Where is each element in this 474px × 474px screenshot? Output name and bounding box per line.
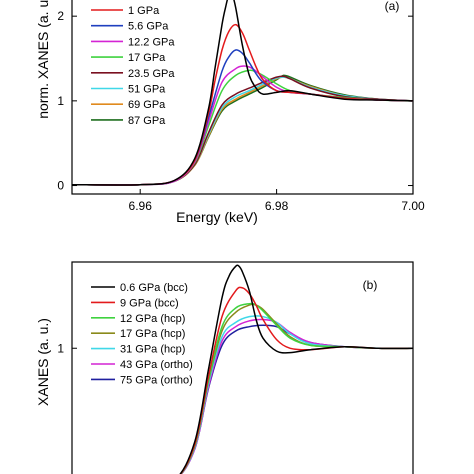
- panel-a-y-tick-label: 1: [57, 94, 64, 108]
- panel-a-chart: 6.96 6.98 7.00 0 1 2 1 GPa 5.6 GPa 12.2 GPa 17 G…: [35, 0, 425, 225]
- panel-b-legend: 0.6 GPa (bcc) 9 GPa (bcc) 12 GPa (hcp) 17 G…: [91, 282, 193, 386]
- panel-a-series-line-6: [72, 76, 413, 186]
- panel-b-curves: [179, 264, 413, 474]
- panel-a-series-line-4: [72, 69, 413, 186]
- panel-a-y-tick-label: 2: [57, 9, 64, 23]
- panel-b-legend-label: 17 GPa (hcp): [120, 328, 185, 340]
- panel-b-series-line-0: [179, 264, 413, 474]
- panel-a-ticks: 6.96 6.98 7.00 0 1 2: [57, 9, 425, 213]
- panel-b-y-axis-title: XANES (a. u.): [35, 318, 51, 406]
- panel-a-x-tick-label: 6.98: [265, 199, 289, 213]
- panel-b-legend-label: 12 GPa (hcp): [120, 313, 185, 325]
- panel-b-label: (b): [363, 278, 378, 292]
- panel-b-plot-frame: [71, 261, 414, 474]
- panel-a-series-line-8: [72, 74, 413, 186]
- panel-a-legend-label: 51 GPa: [128, 84, 166, 96]
- panel-a-series-line-2: [72, 49, 413, 186]
- panel-b-ticks: 1: [57, 341, 413, 355]
- panel-a-legend-label: 87 GPa: [128, 115, 166, 127]
- panel-a-plot-frame: [71, 0, 414, 195]
- panel-b-chart: 1 0.6 GPa (bcc) 9 GPa (bcc) 12 GPa (hcp) 17…: [35, 261, 414, 474]
- panel-b-legend-label: 43 GPa (ortho): [120, 359, 193, 371]
- panel-b-y-tick-label: 1: [57, 341, 64, 355]
- panel-a-series-line-3: [72, 65, 413, 186]
- panel-a-legend-label: 17 GPa: [128, 52, 166, 64]
- panel-b-legend-label: 9 GPa (bcc): [120, 297, 179, 309]
- panel-a-series-line-5: [72, 75, 413, 186]
- panel-a-legend: 1 GPa 5.6 GPa 12.2 GPa 17 GPa 23.5 GPa 51 GPa…: [91, 5, 175, 127]
- panel-a-legend-label: 69 GPa: [128, 99, 166, 111]
- panel-a-series-line-0: [72, 0, 413, 186]
- panel-a-x-tick-label: 6.96: [129, 199, 153, 213]
- panel-b-legend-label: 75 GPa (ortho): [120, 374, 193, 386]
- panel-a-x-tick-label: 7.00: [401, 199, 425, 213]
- panel-a-y-tick-label: 0: [57, 179, 64, 193]
- panel-a-legend-label: 5.6 GPa: [128, 21, 169, 33]
- panel-a-curves: [72, 0, 413, 186]
- panel-a-legend-label: 12.2 GPa: [128, 36, 175, 48]
- panel-a-x-axis-title: Energy (keV): [176, 209, 258, 225]
- panel-a-legend-label: 23.5 GPa: [128, 68, 175, 80]
- panel-a-label: (a): [385, 0, 400, 13]
- panel-b-legend-label: 31 GPa (hcp): [120, 344, 185, 356]
- panel-a-legend-label: 1 GPa: [128, 5, 160, 17]
- panel-b-legend-label: 0.6 GPa (bcc): [120, 282, 188, 294]
- panel-a-y-axis-title: norm. XANES (a. u.): [35, 0, 51, 119]
